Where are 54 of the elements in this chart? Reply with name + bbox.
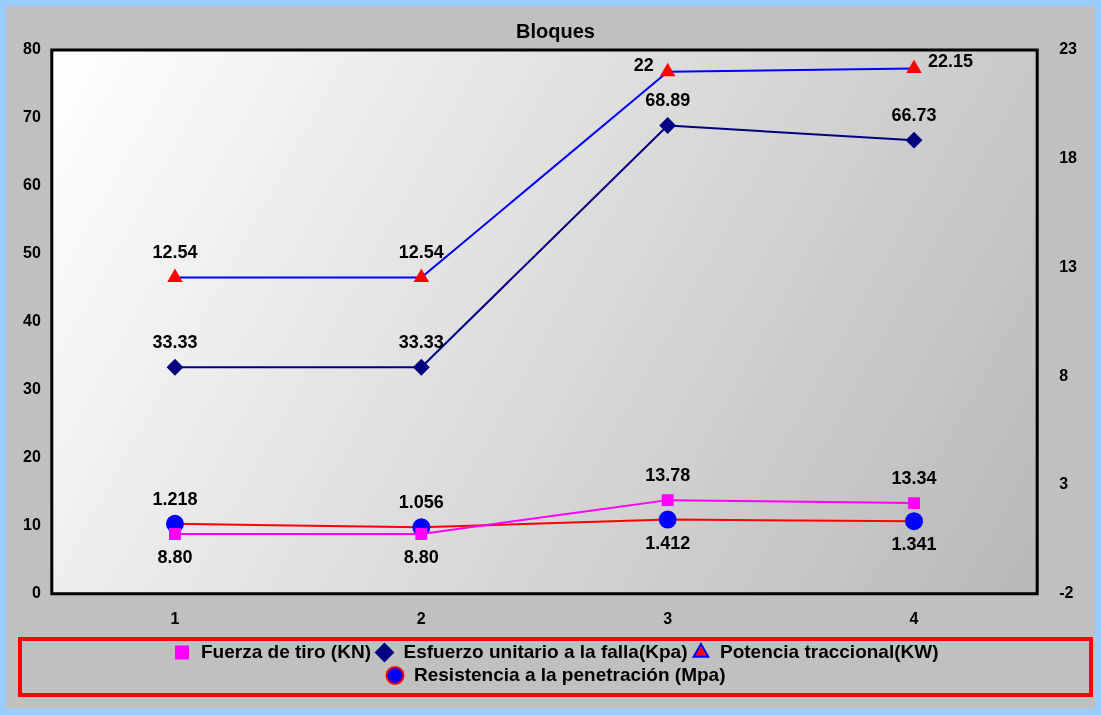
data-label: 13.34 <box>891 468 937 489</box>
data-label: 1.218 <box>152 488 198 509</box>
data-label: 1.056 <box>398 492 444 513</box>
y-tick-label: 50 <box>23 244 41 262</box>
data-label: 8.80 <box>403 546 439 567</box>
y-tick-label: 70 <box>23 108 41 126</box>
point <box>661 494 674 507</box>
y-tick-label: 30 <box>23 380 41 398</box>
y-tick-label: 80 <box>23 40 41 58</box>
x-tick-label: 3 <box>663 609 673 627</box>
point <box>906 60 922 73</box>
data-label: 8.80 <box>157 546 193 567</box>
point <box>413 359 430 376</box>
point <box>166 359 183 376</box>
legend-label: Fuerza de tiro (KN) <box>201 640 371 662</box>
legend-label: Resistencia a la penetración (Mpa) <box>414 663 726 685</box>
data-label: 66.73 <box>891 105 937 126</box>
y-tick-label: 40 <box>23 312 41 330</box>
point <box>414 269 429 283</box>
point <box>908 497 920 510</box>
y2-tick-label: 3 <box>1059 475 1069 493</box>
data-label: 1.341 <box>891 534 937 555</box>
point <box>658 510 677 529</box>
point <box>659 117 676 134</box>
y-tick-label: 0 <box>31 584 41 602</box>
point <box>415 528 428 540</box>
y2-tick-label: 8 <box>1059 366 1069 384</box>
legend-label: Esfuerzo unitario a la falla(Kpa) <box>403 640 688 662</box>
data-label: 12.54 <box>152 242 198 263</box>
point <box>167 269 183 283</box>
data-label: 68.89 <box>645 90 691 111</box>
data-label: 1.412 <box>645 532 691 553</box>
x-tick-label: 2 <box>416 609 426 627</box>
y-tick-label: 10 <box>23 516 41 534</box>
y2-tick-label: 18 <box>1059 149 1078 167</box>
y2-tick-label: 13 <box>1059 257 1078 275</box>
point <box>905 512 924 531</box>
y2-tick-label: -2 <box>1059 584 1074 602</box>
data-label: 22.15 <box>928 51 974 72</box>
data-label: 33.33 <box>152 332 198 353</box>
data-label: 12.54 <box>398 242 444 263</box>
x-tick-label: 1 <box>170 609 180 627</box>
point <box>169 528 181 540</box>
chart-title: Bloques <box>516 19 595 42</box>
y2-tick-label: 23 <box>1059 40 1078 58</box>
x-tick-label: 4 <box>909 609 919 627</box>
data-label: 33.33 <box>398 332 444 353</box>
data-label: 22 <box>633 54 654 75</box>
y-tick-label: 60 <box>23 176 41 194</box>
data-label: 13.78 <box>645 465 691 486</box>
point <box>660 63 675 77</box>
legend-label: Potencia traccional(KW) <box>719 640 939 662</box>
point <box>906 132 923 149</box>
y-tick-label: 20 <box>23 448 41 466</box>
